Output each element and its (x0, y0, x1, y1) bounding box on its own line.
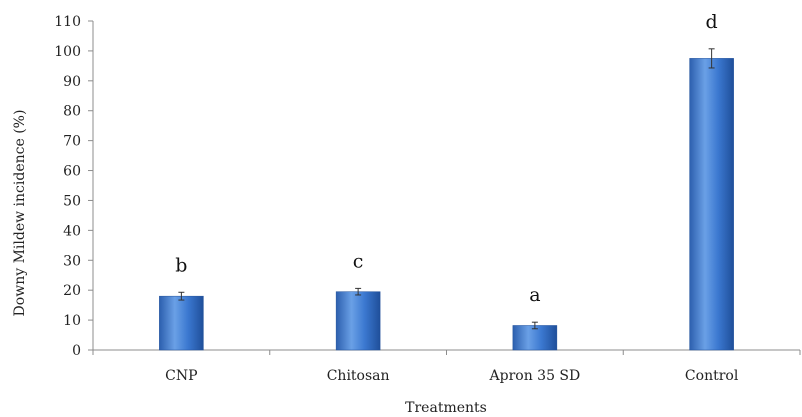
significance-letter: a (529, 284, 540, 306)
bar (689, 58, 734, 351)
y-axis: 0 10 20 30 40 50 60 70 80 90 100 110 (54, 14, 94, 359)
y-tick-label: 70 (63, 134, 81, 150)
x-tick-label: Apron 35 SD (489, 368, 581, 384)
bar (159, 295, 204, 351)
significance-letter: c (353, 250, 364, 272)
y-tick-label: 90 (63, 74, 81, 90)
y-tick-label: 50 (63, 193, 81, 209)
x-axis-title: Treatments (405, 400, 487, 416)
significance-letter: b (175, 254, 187, 276)
significance-letter: d (706, 11, 718, 33)
x-tick-label: Control (685, 368, 739, 384)
y-tick-label: 0 (72, 343, 81, 359)
y-tick-label: 20 (63, 283, 81, 299)
y-tick-label: 40 (63, 223, 81, 239)
x-tick-label: Chitosan (327, 368, 390, 384)
x-tick-label: CNP (165, 368, 197, 384)
x-axis: CNP Chitosan Apron 35 SD Control (92, 349, 801, 384)
bar (335, 291, 381, 351)
y-axis-title: Downy Mildew incidence (%) (12, 110, 28, 317)
y-tick-label: 10 (63, 313, 81, 329)
y-tick-label: 60 (63, 164, 81, 180)
y-tick-label: 30 (63, 253, 81, 269)
bars: b c a d (159, 11, 734, 351)
y-tick-label: 100 (54, 44, 81, 60)
y-tick-label: 110 (54, 14, 81, 30)
y-tick-label: 80 (63, 104, 81, 120)
